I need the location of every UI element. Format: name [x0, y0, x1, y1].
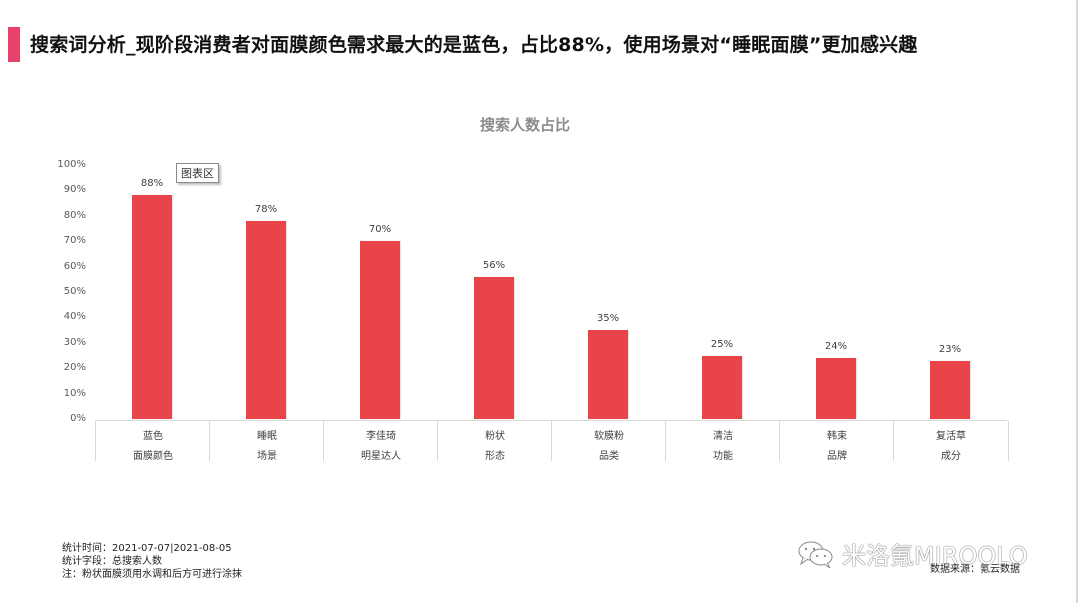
x-category-column: 韩束 品牌 [779, 421, 894, 462]
bar[interactable] [588, 330, 628, 419]
x-category-group-label: 品牌 [827, 451, 847, 462]
x-category-column: 蓝色 面膜颜色 [95, 421, 210, 462]
note-remark: 注：粉状面膜须用水调和后方可进行涂抹 [62, 569, 242, 580]
x-category-column: 软膜粉 品类 [551, 421, 666, 462]
x-category-label: 韩束 [827, 431, 847, 442]
y-tick-label: 70% [63, 235, 86, 247]
bar-value-label: 70% [368, 224, 392, 236]
y-tick-label: 60% [63, 260, 86, 272]
bar-value-label: 23% [938, 343, 962, 355]
x-category-column: 李佳琦 明星达人 [323, 421, 438, 462]
y-tick-label: 50% [63, 286, 86, 297]
chart-title: 搜索人数占比 [479, 116, 570, 134]
x-category-group-label: 面膜颜色 [133, 451, 173, 462]
x-category-label: 粉状 [485, 431, 505, 442]
y-tick-label: 0% [70, 413, 86, 424]
y-tick-label: 100% [57, 159, 86, 170]
x-category-group-label: 成分 [941, 451, 961, 462]
x-category-group-label: 明星达人 [361, 451, 401, 462]
plot-area[interactable]: 88% 78% 70% 56% 35% 25% 24% 23% [95, 165, 1007, 419]
y-tick-label: 20% [63, 362, 86, 374]
note-time-range: 统计时间：2021-07-07|2021-08-05 [62, 543, 232, 554]
x-category-column: 清洁 功能 [665, 421, 780, 462]
y-tick-label: 90% [63, 184, 86, 196]
data-source: 数据来源：氪云数据 [930, 564, 1020, 575]
bar[interactable] [474, 276, 514, 419]
footnotes: 统计时间：2021-07-07|2021-08-05 统计字段：总搜索人数 注：… [62, 542, 242, 581]
slide-edge-divider [1076, 0, 1078, 603]
x-category-group-label: 品类 [599, 451, 619, 462]
x-category-column: 粉状 形态 [437, 421, 552, 462]
y-tick-label: 80% [63, 209, 86, 221]
title-accent-bar [8, 27, 20, 62]
bar-value-label: 24% [824, 341, 848, 353]
x-category-label: 睡眠 [257, 431, 277, 442]
page-title: 搜索词分析_现阶段消费者对面膜颜色需求最大的是蓝色，占比88%，使用场景对“睡眠… [30, 34, 918, 56]
x-category-label: 复活草 [936, 431, 966, 442]
watermark-text: 米洛氪MIROOLO [842, 542, 1028, 570]
x-category-group-label: 场景 [257, 451, 277, 462]
y-tick-label: 40% [63, 311, 86, 323]
x-category-column: 睡眠 场景 [209, 421, 324, 462]
bar-value-label: 35% [596, 313, 620, 325]
y-tick-label: 30% [63, 336, 86, 348]
x-category-column: 复活草 成分 [893, 421, 1009, 462]
bar-value-label: 88% [140, 178, 164, 190]
note-field: 统计字段：总搜索人数 [62, 556, 162, 567]
bar[interactable] [702, 355, 742, 419]
x-category-group-label: 功能 [713, 451, 733, 462]
bar-value-label: 78% [254, 203, 278, 215]
x-category-group-label: 形态 [485, 451, 505, 462]
x-axis-category-table: 蓝色 面膜颜色 睡眠 场景 李佳琦 明星达人 粉状 形态 软膜粉 品类 清洁 功能 韩束 品牌 复活草 成分 [95, 420, 1009, 462]
x-category-label: 软膜粉 [594, 431, 624, 442]
bar-value-label: 56% [482, 259, 506, 271]
x-category-label: 清洁 [713, 431, 733, 442]
bar[interactable] [246, 220, 286, 419]
bar[interactable] [816, 358, 856, 419]
bar-value-label: 25% [710, 338, 734, 350]
y-tick-label: 10% [63, 387, 86, 399]
x-category-label: 蓝色 [143, 431, 163, 442]
wechat-icon [796, 539, 836, 575]
watermark: 米洛氪MIROOLO [796, 536, 1028, 575]
chart-area-tooltip: 图表区 [176, 163, 219, 183]
x-category-label: 李佳琦 [366, 431, 396, 442]
bar[interactable] [132, 195, 172, 419]
bar[interactable] [930, 360, 970, 419]
bar[interactable] [360, 241, 400, 419]
